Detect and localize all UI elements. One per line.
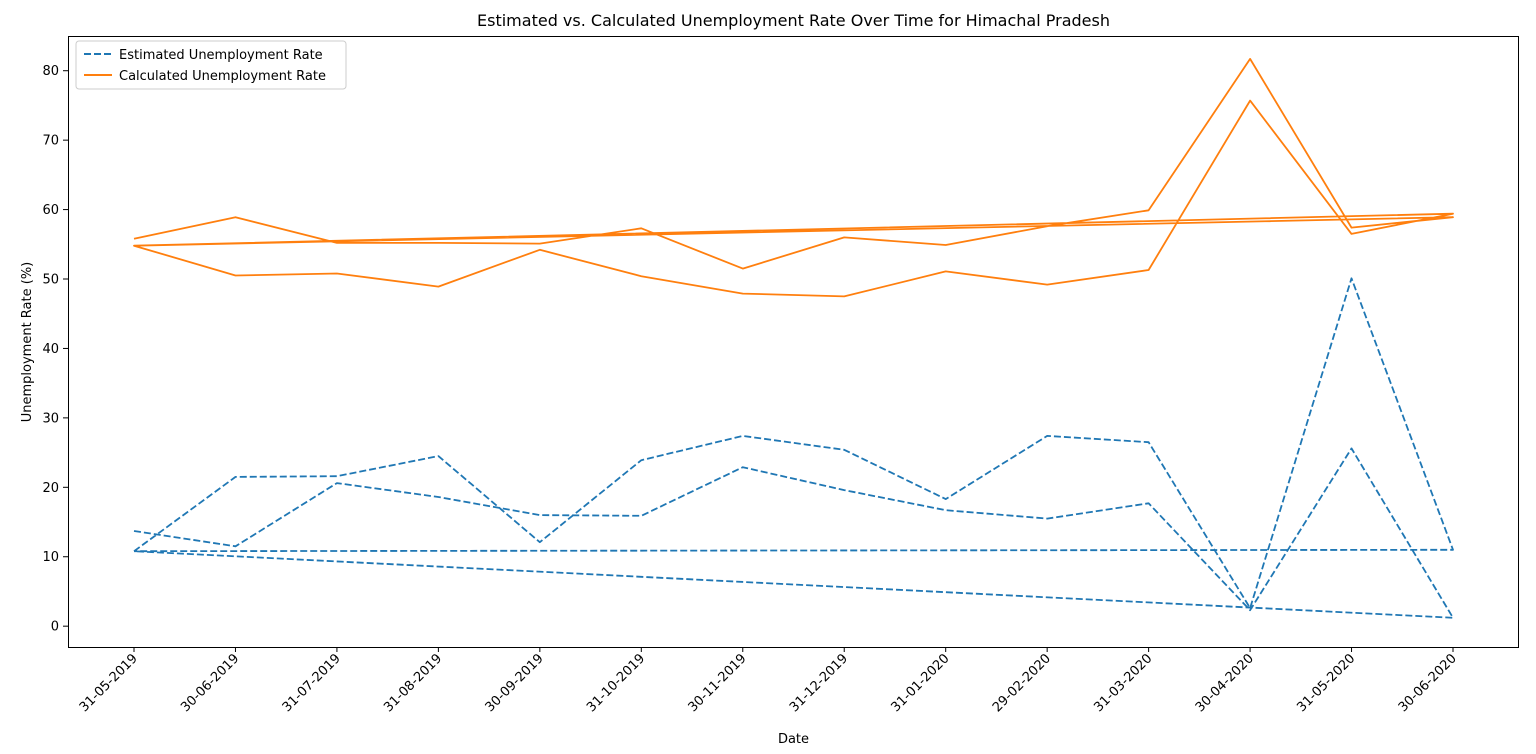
y-tick-label: 70 [42, 134, 59, 149]
y-tick-label: 30 [42, 411, 59, 426]
x-tick-label: 31-01-2020 [888, 651, 952, 715]
legend: Estimated Unemployment Rate Calculated U… [75, 40, 347, 90]
x-tick-label: 31-05-2019 [77, 651, 141, 715]
legend-box [75, 40, 347, 90]
y-tick-label: 10 [42, 550, 59, 565]
x-tick-label: 30-04-2020 [1193, 651, 1257, 715]
x-tick-label: 30-06-2019 [178, 651, 242, 715]
y-tick-label: 80 [42, 64, 59, 79]
x-axis-title: Date [778, 732, 809, 747]
x-axis: 31-05-2019 30-06-2019 31-07-2019 31-08-2019… [77, 647, 1460, 715]
y-tick-label: 40 [42, 342, 59, 357]
y-axis: 0 10 20 30 40 50 60 70 80 [42, 64, 68, 635]
series-line-calculated [133, 58, 1454, 298]
x-tick-label: 30-09-2019 [483, 651, 547, 715]
series-line-estimated [133, 277, 1454, 619]
x-tick-label: 30-06-2020 [1396, 651, 1460, 715]
x-tick-label: 31-12-2019 [787, 651, 851, 715]
y-tick-label: 0 [51, 620, 59, 635]
plot-lines [133, 58, 1454, 619]
y-tick-label: 50 [42, 273, 59, 288]
x-tick-label: 31-07-2019 [280, 651, 344, 715]
x-tick-label: 31-10-2019 [584, 651, 648, 715]
x-tick-label: 31-03-2020 [1091, 651, 1155, 715]
plot-frame [68, 36, 1519, 648]
y-tick-label: 20 [42, 481, 59, 496]
x-tick-label: 29-02-2020 [990, 651, 1054, 715]
y-tick-label: 60 [42, 203, 59, 218]
y-axis-title: Unemployment Rate (%) [20, 262, 35, 423]
x-tick-label: 30-11-2019 [686, 651, 750, 715]
x-tick-label: 31-08-2019 [381, 651, 445, 715]
legend-estimated-label: Estimated Unemployment Rate [119, 48, 323, 63]
legend-calculated-label: Calculated Unemployment Rate [119, 69, 326, 84]
chart-title: Estimated vs. Calculated Unemployment Ra… [477, 11, 1110, 30]
x-tick-label: 31-05-2020 [1294, 651, 1358, 715]
